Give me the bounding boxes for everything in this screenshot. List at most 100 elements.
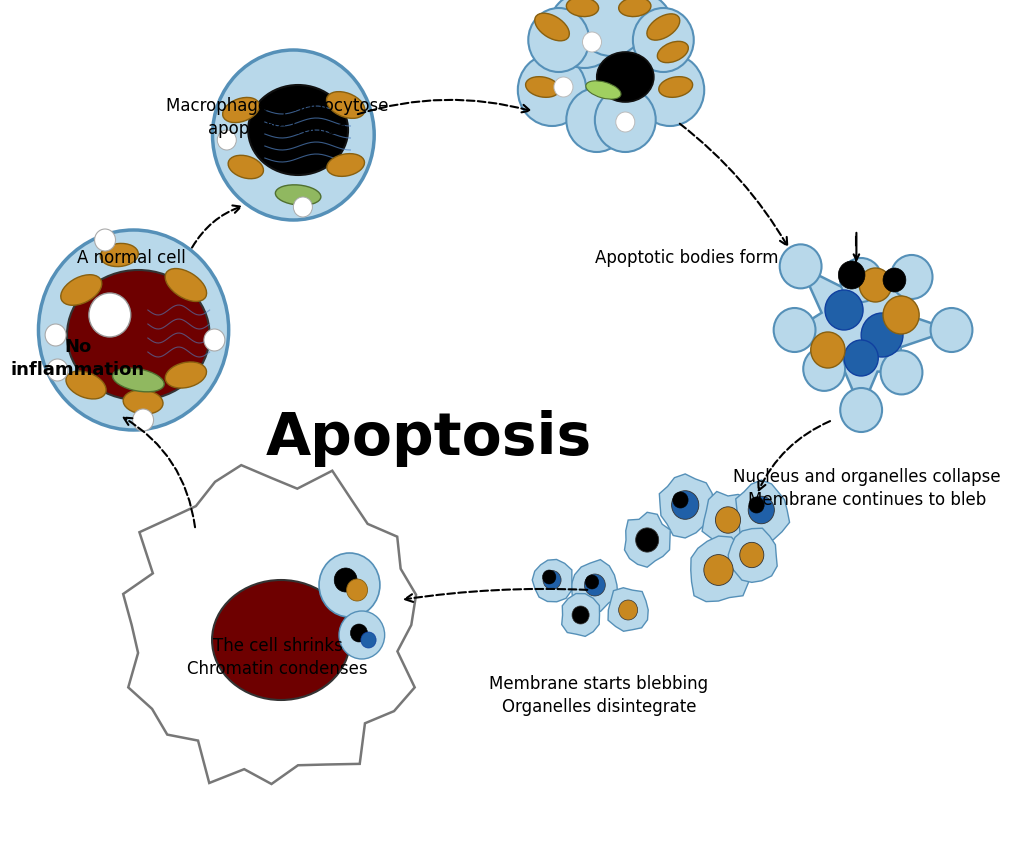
Circle shape — [548, 0, 621, 68]
Circle shape — [334, 568, 357, 592]
Ellipse shape — [647, 14, 680, 41]
Circle shape — [583, 32, 601, 52]
Circle shape — [45, 324, 67, 346]
Ellipse shape — [165, 362, 207, 388]
Ellipse shape — [67, 270, 210, 400]
Circle shape — [749, 497, 764, 513]
Circle shape — [841, 258, 882, 302]
Circle shape — [213, 50, 374, 220]
Ellipse shape — [165, 268, 207, 301]
Circle shape — [577, 0, 645, 56]
Polygon shape — [608, 587, 648, 631]
Ellipse shape — [657, 41, 688, 62]
Ellipse shape — [525, 77, 559, 97]
Polygon shape — [625, 512, 671, 567]
Text: No
inflammation: No inflammation — [11, 338, 145, 378]
Circle shape — [566, 88, 627, 152]
FancyArrowPatch shape — [404, 589, 588, 602]
Ellipse shape — [100, 243, 138, 267]
Ellipse shape — [618, 0, 651, 17]
Text: Membrane starts blebbing
Organelles disintegrate: Membrane starts blebbing Organelles disi… — [489, 675, 709, 716]
Circle shape — [543, 571, 561, 589]
Circle shape — [636, 54, 705, 126]
Text: Nucleus and organelles collapse
Membrane continues to bleb: Nucleus and organelles collapse Membrane… — [733, 468, 1000, 509]
Circle shape — [844, 340, 879, 376]
FancyArrowPatch shape — [680, 124, 787, 246]
Circle shape — [774, 308, 815, 352]
Ellipse shape — [275, 185, 321, 205]
Circle shape — [881, 350, 923, 394]
Circle shape — [350, 624, 368, 642]
Circle shape — [633, 8, 694, 72]
Polygon shape — [691, 536, 753, 602]
Ellipse shape — [248, 85, 348, 175]
FancyArrowPatch shape — [124, 418, 195, 528]
Circle shape — [811, 332, 845, 368]
Ellipse shape — [222, 97, 259, 122]
Circle shape — [615, 112, 635, 132]
Circle shape — [673, 492, 688, 508]
Circle shape — [204, 329, 225, 351]
Circle shape — [518, 54, 587, 126]
Text: Macrophages phagocytose
apoptotic bodies: Macrophages phagocytose apoptotic bodies — [166, 97, 389, 138]
Ellipse shape — [113, 368, 164, 392]
Circle shape — [47, 359, 68, 381]
Ellipse shape — [60, 275, 101, 306]
Circle shape — [931, 308, 973, 352]
Polygon shape — [571, 560, 617, 611]
Circle shape — [586, 575, 599, 589]
Circle shape — [319, 553, 380, 617]
FancyArrowPatch shape — [193, 205, 241, 247]
FancyArrowPatch shape — [759, 421, 830, 490]
Circle shape — [891, 255, 933, 299]
Circle shape — [716, 506, 740, 533]
Ellipse shape — [327, 154, 365, 176]
Polygon shape — [659, 474, 714, 538]
Circle shape — [559, 27, 664, 137]
Ellipse shape — [228, 155, 263, 179]
Circle shape — [360, 632, 376, 648]
Circle shape — [39, 230, 228, 430]
Ellipse shape — [66, 371, 106, 399]
Circle shape — [595, 88, 655, 152]
Circle shape — [618, 600, 638, 620]
Polygon shape — [532, 560, 571, 602]
Circle shape — [607, 22, 687, 106]
Circle shape — [883, 268, 906, 292]
Circle shape — [543, 570, 556, 584]
Circle shape — [339, 611, 385, 659]
Circle shape — [572, 606, 589, 624]
Polygon shape — [123, 465, 416, 784]
Circle shape — [528, 8, 589, 72]
Polygon shape — [702, 491, 756, 548]
Text: The cell shrinks
Chromatin condenses: The cell shrinks Chromatin condenses — [187, 637, 368, 678]
Circle shape — [672, 490, 698, 519]
Ellipse shape — [535, 14, 569, 41]
Ellipse shape — [586, 81, 621, 99]
Circle shape — [346, 579, 368, 601]
Circle shape — [883, 296, 920, 334]
Polygon shape — [562, 593, 599, 636]
Circle shape — [861, 313, 903, 357]
Ellipse shape — [327, 92, 365, 118]
Circle shape — [585, 574, 605, 596]
Circle shape — [779, 245, 821, 289]
Circle shape — [636, 528, 658, 552]
Text: Apoptotic bodies form: Apoptotic bodies form — [595, 249, 778, 267]
Circle shape — [803, 347, 845, 391]
Polygon shape — [728, 528, 777, 582]
Circle shape — [133, 409, 154, 431]
Polygon shape — [735, 480, 790, 540]
Circle shape — [739, 543, 764, 568]
Ellipse shape — [566, 0, 599, 17]
Circle shape — [89, 293, 131, 337]
Circle shape — [859, 268, 892, 302]
Ellipse shape — [212, 580, 350, 700]
FancyArrowPatch shape — [357, 100, 530, 114]
Circle shape — [601, 0, 674, 68]
Ellipse shape — [597, 52, 653, 102]
Text: A normal cell: A normal cell — [77, 249, 185, 267]
Polygon shape — [795, 267, 951, 410]
Ellipse shape — [123, 390, 163, 414]
Circle shape — [749, 496, 774, 524]
